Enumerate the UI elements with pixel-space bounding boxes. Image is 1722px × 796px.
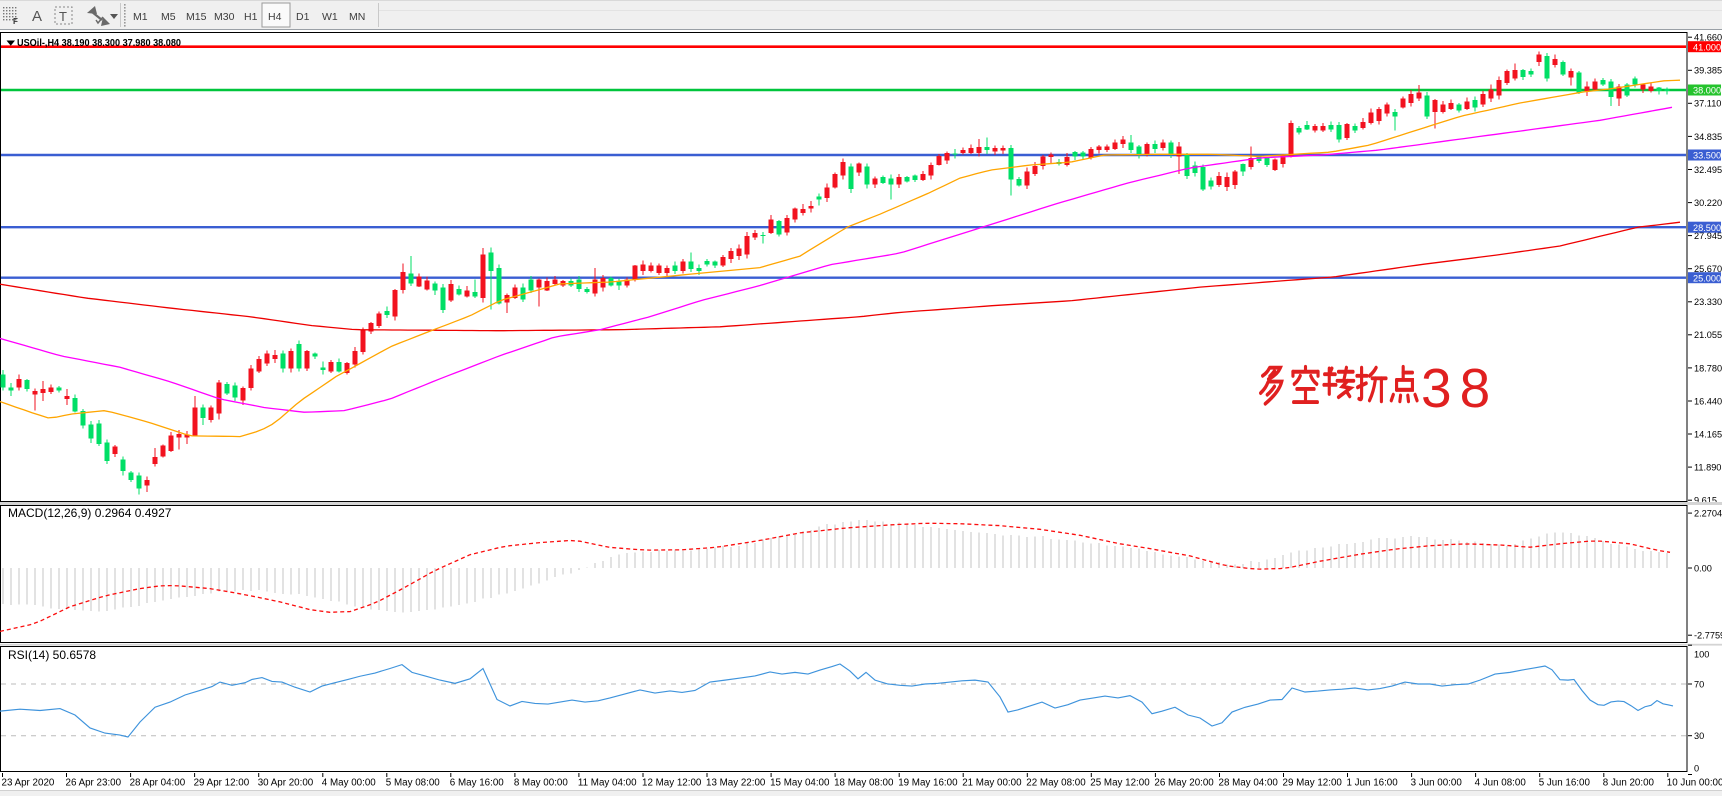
svg-text:0.00: 0.00 bbox=[1694, 563, 1712, 573]
svg-text:10 Jun 00:00: 10 Jun 00:00 bbox=[1667, 778, 1722, 789]
svg-text:37.110: 37.110 bbox=[1694, 99, 1721, 109]
svg-text:8 Jun 20:00: 8 Jun 20:00 bbox=[1603, 778, 1655, 789]
svg-text:21.055: 21.055 bbox=[1694, 330, 1722, 340]
svg-text:38.000: 38.000 bbox=[1693, 86, 1721, 96]
svg-text:23.330: 23.330 bbox=[1694, 297, 1722, 307]
svg-text:D1: D1 bbox=[296, 11, 310, 23]
svg-text:19 May 16:00: 19 May 16:00 bbox=[898, 778, 958, 789]
svg-text:26 May 20:00: 26 May 20:00 bbox=[1154, 778, 1214, 789]
svg-text:25.000: 25.000 bbox=[1693, 273, 1721, 283]
svg-text:27.945: 27.945 bbox=[1694, 231, 1722, 241]
svg-text:41.660: 41.660 bbox=[1694, 33, 1722, 43]
svg-text:39.385: 39.385 bbox=[1694, 66, 1722, 76]
svg-text:0: 0 bbox=[1694, 763, 1699, 773]
svg-text:32.495: 32.495 bbox=[1694, 165, 1722, 175]
svg-text:33.500: 33.500 bbox=[1693, 151, 1721, 161]
svg-text:18 May 08:00: 18 May 08:00 bbox=[834, 778, 894, 789]
svg-text:8 May 00:00: 8 May 00:00 bbox=[514, 778, 568, 789]
svg-text:100: 100 bbox=[1694, 649, 1709, 659]
svg-text:5 Jun 16:00: 5 Jun 16:00 bbox=[1539, 778, 1591, 789]
svg-text:30 Apr 20:00: 30 Apr 20:00 bbox=[258, 778, 314, 789]
svg-text:26 Apr 23:00: 26 Apr 23:00 bbox=[66, 778, 122, 789]
svg-text:21 May 00:00: 21 May 00:00 bbox=[962, 778, 1022, 789]
svg-text:28 May 04:00: 28 May 04:00 bbox=[1219, 778, 1279, 789]
svg-text:34.835: 34.835 bbox=[1694, 132, 1722, 142]
svg-text:12 May 12:00: 12 May 12:00 bbox=[642, 778, 702, 789]
svg-text:M15: M15 bbox=[186, 11, 207, 23]
svg-text:25 May 12:00: 25 May 12:00 bbox=[1090, 778, 1150, 789]
svg-text:H4: H4 bbox=[268, 11, 282, 23]
svg-text:30.220: 30.220 bbox=[1694, 198, 1722, 208]
svg-text:13 May 22:00: 13 May 22:00 bbox=[706, 778, 766, 789]
svg-text:28.500: 28.500 bbox=[1693, 223, 1721, 233]
svg-text:29 May 12:00: 29 May 12:00 bbox=[1283, 778, 1343, 789]
svg-text:T: T bbox=[59, 9, 67, 24]
svg-text:H1: H1 bbox=[244, 11, 258, 23]
svg-text:W1: W1 bbox=[322, 11, 338, 23]
svg-text:25.670: 25.670 bbox=[1694, 264, 1722, 274]
svg-text:F: F bbox=[13, 17, 18, 26]
svg-text:22 May 08:00: 22 May 08:00 bbox=[1026, 778, 1086, 789]
svg-text:M30: M30 bbox=[214, 11, 235, 23]
svg-text:23 Apr 2020: 23 Apr 2020 bbox=[2, 778, 55, 789]
svg-text:6 May 16:00: 6 May 16:00 bbox=[450, 778, 504, 789]
svg-text:4 May 00:00: 4 May 00:00 bbox=[322, 778, 376, 789]
svg-text:M5: M5 bbox=[161, 11, 176, 23]
svg-text:38: 38 bbox=[1421, 357, 1498, 419]
svg-text:29 Apr 12:00: 29 Apr 12:00 bbox=[194, 778, 250, 789]
svg-text:MACD(12,26,9) 0.2964 0.4927: MACD(12,26,9) 0.2964 0.4927 bbox=[8, 506, 172, 520]
svg-text:USOil-,H4 38.190 38.300 37.98: USOil-,H4 38.190 38.300 37.980 38.080 bbox=[17, 38, 181, 49]
svg-text:11.890: 11.890 bbox=[1694, 463, 1721, 473]
svg-text:30: 30 bbox=[1694, 731, 1704, 741]
svg-text:-2.7759: -2.7759 bbox=[1694, 631, 1722, 641]
svg-text:5 May 08:00: 5 May 08:00 bbox=[386, 778, 440, 789]
svg-text:18.780: 18.780 bbox=[1694, 363, 1722, 373]
svg-text:A: A bbox=[32, 8, 42, 25]
svg-text:1 Jun 16:00: 1 Jun 16:00 bbox=[1347, 778, 1399, 789]
svg-text:3 Jun 00:00: 3 Jun 00:00 bbox=[1411, 778, 1463, 789]
svg-text:70: 70 bbox=[1694, 679, 1704, 689]
svg-text:14.165: 14.165 bbox=[1694, 429, 1722, 439]
svg-text:9.615: 9.615 bbox=[1694, 496, 1717, 506]
svg-text:2.2704: 2.2704 bbox=[1694, 509, 1722, 519]
svg-text:11 May 04:00: 11 May 04:00 bbox=[578, 778, 637, 789]
svg-text:16.440: 16.440 bbox=[1694, 396, 1722, 406]
svg-text:41.000: 41.000 bbox=[1693, 42, 1721, 52]
svg-text:15 May 04:00: 15 May 04:00 bbox=[770, 778, 830, 789]
svg-text:MN: MN bbox=[349, 11, 365, 23]
svg-text:M1: M1 bbox=[133, 11, 148, 23]
svg-text:4 Jun 08:00: 4 Jun 08:00 bbox=[1475, 778, 1527, 789]
svg-text:28 Apr 04:00: 28 Apr 04:00 bbox=[130, 778, 186, 789]
svg-text:RSI(14) 50.6578: RSI(14) 50.6578 bbox=[8, 648, 96, 662]
